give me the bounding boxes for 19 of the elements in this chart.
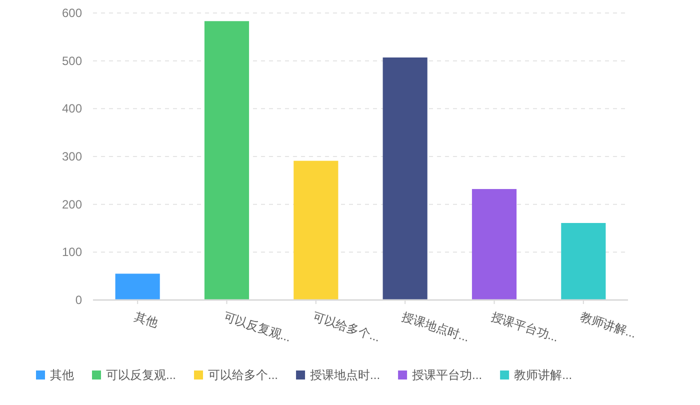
legend-label: 授课地点时... [310, 368, 380, 382]
y-tick-label: 200 [62, 197, 82, 212]
y-tick-label: 600 [62, 6, 82, 20]
x-tick-label: 授课平台功... [489, 310, 560, 344]
x-tick-label: 可以给多个... [310, 310, 382, 344]
y-tick-label: 400 [62, 102, 82, 116]
x-tick-label: 可以反复观... [222, 310, 293, 344]
y-tick-label: 300 [62, 150, 82, 164]
legend-label: 其他 [50, 368, 74, 382]
legend-label: 可以给多个... [208, 368, 278, 382]
y-tick-label: 0 [75, 293, 82, 307]
x-tick-label: 教师讲解... [578, 310, 638, 341]
x-tick-label: 其他 [132, 310, 160, 330]
y-tick-label: 500 [62, 54, 82, 68]
x-tick-label: 授课地点时... [400, 310, 472, 344]
legend-label: 教师讲解... [514, 368, 572, 382]
y-tick-label: 100 [62, 245, 82, 260]
legend-label: 授课平台功... [412, 368, 482, 382]
legend-label: 可以反复观... [106, 368, 176, 382]
